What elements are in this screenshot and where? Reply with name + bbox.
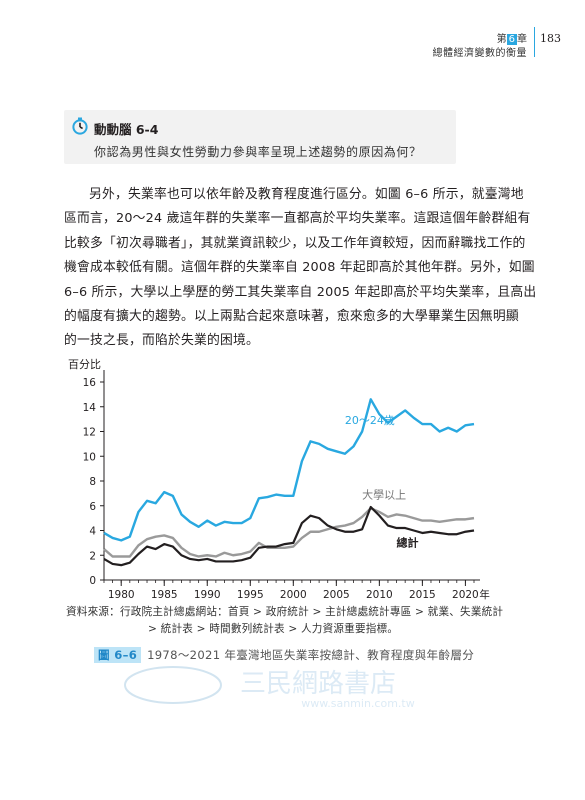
paragraph-line: 機會成本較低有關。這個年群的失業率自 2008 年起即高於其他年群。另外，如圖 <box>64 260 535 276</box>
series-label: 總計 <box>397 536 419 550</box>
stopwatch-icon <box>72 117 88 135</box>
x-tick-label: 2015 <box>409 589 436 601</box>
x-tick-label: 2000 <box>280 589 307 601</box>
paragraph-line: 區而言，20～24 歲這年群的失業率一直都高於平均失業率。這跟這個年齡群組有 <box>64 211 531 227</box>
paragraph-line: 另外，失業率也可以依年齡及教育程度進行區分。如圖 6–6 所示，就臺灣地 <box>89 187 524 202</box>
body-paragraph: 另外，失業率也可以依年齡及教育程度進行區分。如圖 6–6 所示，就臺灣地 區而言… <box>64 183 537 354</box>
paragraph-line: 6–6 所示，大學以上學歷的勞工其失業率自 2005 年起即高於平均失業率，且高… <box>64 284 537 300</box>
y-tick-label: 10 <box>83 451 96 463</box>
x-tick-label: 1980 <box>108 589 135 601</box>
chapter-subtitle: 總體經濟變數的衡量 <box>432 48 527 59</box>
y-tick-label: 6 <box>89 501 96 513</box>
paragraph-line: 的幅度有擴大的趨勢。以上兩點合起來意味著，愈來愈多的大學畢業生因無明顯 <box>64 308 519 324</box>
x-tick-label: 1985 <box>151 589 178 601</box>
think-box <box>64 110 456 164</box>
figure-caption: 圖 6–6 1978～2021 年臺灣地區失業率按總計、教育程度與年齡層分 <box>94 647 474 663</box>
publisher-watermark: 三民網路書店 www.sanmin.com.tw <box>124 666 415 710</box>
series-line <box>103 398 475 542</box>
chapter-prefix: 第 <box>496 34 507 45</box>
unemployment-line-chart: 百分比 0 2 4 6 8 10 12 14 16 1980 1985 1990 1995 2000 2005… <box>68 358 490 601</box>
y-tick-label: 14 <box>83 402 97 414</box>
x-tick-label: 2005 <box>323 589 350 601</box>
y-tick-label: 4 <box>89 526 96 538</box>
y-tick-label: 8 <box>89 476 96 488</box>
header-divider <box>534 27 535 57</box>
series-label: 20～24歲 <box>345 413 395 427</box>
data-source-note: 資料來源：行政院主計總處網站：首頁 > 政府統計 > 主計總處統計專區 > 就業… <box>66 604 503 638</box>
series-line <box>103 507 475 558</box>
figure-title: 1978～2021 年臺灣地區失業率按總計、教育程度與年齡層分 <box>147 648 475 662</box>
y-axis-title: 百分比 <box>68 358 101 371</box>
series-label: 大學以上 <box>362 487 406 501</box>
chapter-suffix: 章 <box>517 34 527 45</box>
y-tick-label: 16 <box>83 377 97 389</box>
watermark-logo <box>124 666 222 704</box>
y-tick-label: 12 <box>83 427 96 439</box>
x-tick-label: 1990 <box>194 589 221 601</box>
x-tick-label: 1995 <box>237 589 264 601</box>
paragraph-line: 的一技之長，而陷於失業的困境。 <box>64 333 259 349</box>
y-tick-label: 2 <box>89 550 96 562</box>
think-box-title: 動動腦 6-4 <box>94 122 159 137</box>
figure-label: 圖 6–6 <box>94 647 142 663</box>
series-line <box>103 505 475 567</box>
y-tick-label: 0 <box>89 575 96 587</box>
watermark-url: www.sanmin.com.tw <box>301 697 414 710</box>
source-line-2: > 統計表 > 時間數列統計表 > 人力資源重要指標。 <box>148 623 399 635</box>
think-box-question: 你認為男性與女性勞動力參與率呈現上述趨勢的原因為何？ <box>94 145 422 159</box>
x-tick-label: 2010 <box>366 589 393 601</box>
x-axis-unit: 年 <box>479 588 490 601</box>
source-line-1: 資料來源：行政院主計總處網站：首頁 > 政府統計 > 主計總處統計專區 > 就業… <box>66 606 504 618</box>
paragraph-line: 比較多「初次尋職者」，其就業資訊較少，以及工作年資較短，因而辭職找工作的 <box>64 235 526 251</box>
x-tick-label: 2020 <box>452 589 479 601</box>
watermark-text: 三民網路書店 <box>240 669 396 699</box>
chapter-number: 6 <box>506 34 517 45</box>
page-number: 183 <box>540 32 561 45</box>
